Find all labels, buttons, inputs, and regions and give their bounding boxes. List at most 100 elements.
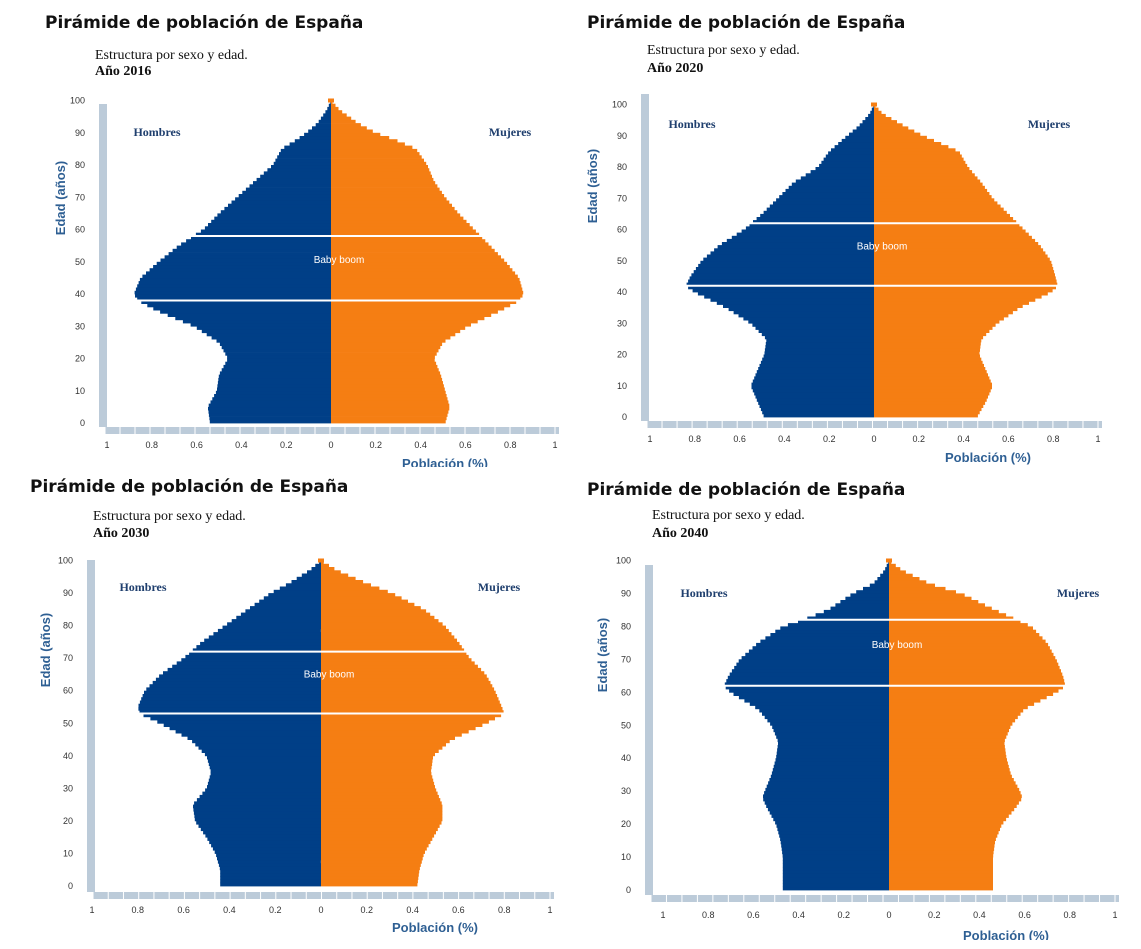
bar-hombres: [745, 652, 889, 657]
bar-hombres: [770, 774, 889, 779]
bar-hombres: [268, 593, 321, 597]
y-tick-label: 60: [75, 225, 85, 235]
bar-hombres: [777, 745, 889, 749]
bar-hombres: [307, 570, 321, 574]
bar-mujeres: [889, 778, 1014, 782]
top-cap: [886, 558, 892, 563]
bar-mujeres: [889, 692, 1054, 696]
bar-mujeres: [331, 281, 521, 285]
bar-mujeres: [331, 226, 473, 230]
bar-hombres: [263, 596, 322, 600]
bar-mujeres: [889, 715, 1018, 720]
y-tick-label: 20: [75, 354, 85, 364]
bar-mujeres: [331, 368, 439, 372]
bar-hombres: [219, 371, 331, 375]
bar-hombres: [752, 388, 874, 393]
bar-mujeres: [321, 873, 419, 877]
bar-mujeres: [889, 794, 1022, 799]
bar-hombres: [220, 210, 331, 214]
bar-hombres: [819, 163, 874, 168]
hombres-series: [686, 104, 874, 418]
bar-mujeres: [889, 580, 927, 584]
bar-mujeres: [321, 648, 465, 653]
bar-hombres: [150, 716, 321, 721]
bar-mujeres: [874, 123, 903, 127]
bar-hombres: [764, 348, 874, 352]
bar-hombres: [773, 764, 889, 769]
bar-mujeres: [331, 348, 439, 353]
bar-mujeres: [321, 661, 475, 666]
bar-mujeres: [874, 129, 915, 133]
y-axis-bar: [99, 104, 107, 427]
bar-mujeres: [889, 886, 993, 891]
bar-mujeres: [889, 702, 1035, 706]
bar-hombres: [291, 580, 321, 584]
bar-mujeres: [874, 254, 1048, 258]
chart-panel-2016: Pirámide de población de España Estructu…: [15, 8, 560, 467]
bar-mujeres: [889, 593, 965, 598]
bar-mujeres: [331, 258, 505, 263]
bar-mujeres: [331, 339, 446, 343]
bar-mujeres: [874, 257, 1050, 262]
baby-boom-label: Baby boom: [857, 242, 908, 253]
bar-mujeres: [889, 722, 1013, 726]
bar-mujeres: [874, 392, 990, 396]
bar-hombres: [782, 876, 889, 881]
bar-mujeres: [331, 316, 485, 321]
bar-hombres: [227, 622, 321, 626]
bar-hombres: [776, 735, 889, 739]
bar-mujeres: [889, 768, 1010, 772]
bar-hombres: [208, 778, 321, 783]
bar-hombres: [204, 638, 321, 643]
bar-mujeres: [889, 609, 999, 614]
bar-hombres: [260, 174, 331, 179]
bar-hombres: [152, 680, 321, 685]
bar-hombres: [157, 720, 321, 724]
bar-hombres: [225, 352, 331, 356]
mujeres-label: Mujeres: [489, 125, 532, 139]
x-tick-label: 0.6: [190, 440, 203, 450]
bar-mujeres: [874, 126, 909, 130]
bar-mujeres: [874, 373, 988, 377]
bar-hombres: [155, 677, 321, 682]
x-axis-title: Población (%): [402, 456, 488, 467]
bar-hombres: [700, 260, 874, 265]
bar-mujeres: [321, 609, 427, 613]
bar-hombres: [294, 139, 331, 143]
bar-mujeres: [889, 735, 1007, 739]
bar-hombres: [758, 401, 874, 405]
bar-hombres: [213, 632, 321, 636]
bar-mujeres: [321, 729, 469, 734]
bar-hombres: [220, 873, 321, 877]
baby-boom-label: Baby boom: [304, 670, 355, 681]
bar-hombres: [315, 123, 331, 127]
bar-mujeres: [331, 400, 449, 404]
bar-mujeres: [874, 163, 968, 168]
chart-title: Pirámide de población de España: [587, 480, 906, 500]
y-tick-label: 70: [621, 654, 631, 664]
bar-mujeres: [331, 381, 443, 385]
bar-hombres: [782, 873, 889, 878]
bar-mujeres: [889, 596, 972, 601]
bar-hombres: [221, 368, 331, 372]
bar-hombres: [733, 310, 874, 315]
bar-hombres: [728, 307, 874, 312]
bar-mujeres: [874, 360, 983, 365]
bar-hombres: [245, 187, 331, 192]
bar-hombres: [320, 116, 331, 121]
bar-hombres: [227, 358, 331, 363]
bar-mujeres: [331, 416, 447, 421]
bar-hombres: [871, 107, 874, 112]
bar-mujeres: [321, 772, 432, 776]
bar-mujeres: [874, 382, 992, 387]
bar-hombres: [207, 837, 321, 841]
bar-mujeres: [321, 824, 440, 828]
x-tick-label: 0.6: [747, 910, 760, 920]
bar-mujeres: [874, 195, 992, 199]
bar-mujeres: [874, 307, 1018, 312]
bar-mujeres: [331, 364, 438, 369]
bar-hombres: [193, 804, 321, 809]
bar-mujeres: [321, 742, 446, 747]
bar-hombres: [191, 235, 331, 240]
bar-mujeres: [889, 626, 1033, 631]
